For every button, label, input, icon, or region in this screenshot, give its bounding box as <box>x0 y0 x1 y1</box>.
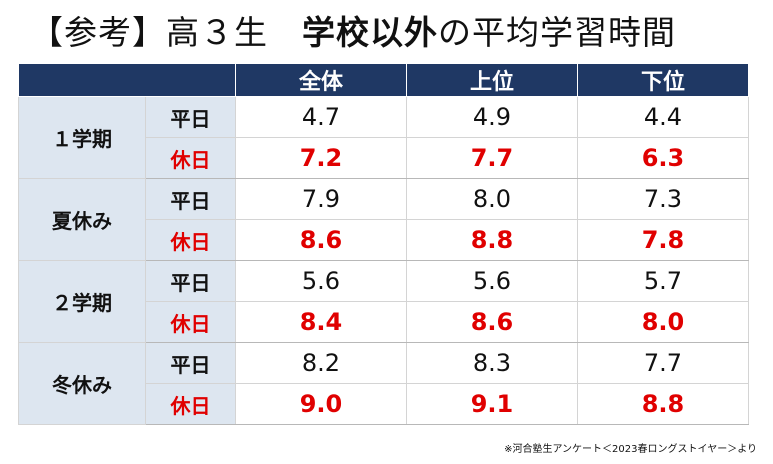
daytype-label: 平日 <box>145 260 236 302</box>
header-row: 全体 上位 下位 <box>18 63 749 97</box>
value-cell: 7.2 <box>235 137 407 179</box>
daytype-label: 休日 <box>145 137 236 179</box>
table-row: 休日 8.4 8.6 8.0 <box>19 301 749 343</box>
table-row: 休日 9.0 9.1 8.8 <box>19 383 749 425</box>
header-corner <box>18 63 236 97</box>
daytype-label: 平日 <box>145 342 236 384</box>
value-cell: 7.8 <box>577 219 749 261</box>
value-cell: 5.6 <box>235 260 407 302</box>
page-title: 【参考】高３生 学校以外 の平均学習時間 <box>30 6 676 54</box>
title-emphasis: 学校以外 <box>302 13 438 52</box>
daytype-label: 休日 <box>145 383 236 425</box>
column-header-all: 全体 <box>235 63 407 97</box>
table-row: １学期 平日 4.7 4.9 4.4 <box>18 96 749 179</box>
value-cell: 5.7 <box>577 260 749 302</box>
title-suffix: の平均学習時間 <box>438 13 676 52</box>
title-prefix: 【参考】高３生 <box>30 13 268 52</box>
value-cell: 7.7 <box>406 137 578 179</box>
value-cell: 8.0 <box>406 178 578 220</box>
daytype-label: 休日 <box>145 219 236 261</box>
value-cell: 8.8 <box>406 219 578 261</box>
value-cell: 4.9 <box>406 96 578 138</box>
value-cell: 8.0 <box>577 301 749 343</box>
daytype-label: 休日 <box>145 301 236 343</box>
value-cell: 9.1 <box>406 383 578 425</box>
period-label: 夏休み <box>18 178 146 261</box>
value-cell: 4.4 <box>577 96 749 138</box>
value-cell: 8.6 <box>235 219 407 261</box>
table-row: 休日 8.6 8.8 7.8 <box>19 219 749 261</box>
table-row: 冬休み 平日 8.2 8.3 7.7 <box>18 342 749 425</box>
value-cell: 7.3 <box>577 178 749 220</box>
daytype-label: 平日 <box>145 96 236 138</box>
table-row: 夏休み 平日 7.9 8.0 7.3 <box>18 178 749 261</box>
value-cell: 8.3 <box>406 342 578 384</box>
study-time-table: 全体 上位 下位 １学期 平日 4.7 4.9 4.4 休日 7.2 7.7 6… <box>18 63 749 425</box>
value-cell: 8.2 <box>235 342 407 384</box>
daytype-label: 平日 <box>145 178 236 220</box>
value-cell: 8.6 <box>406 301 578 343</box>
value-cell: 5.6 <box>406 260 578 302</box>
value-cell: 9.0 <box>235 383 407 425</box>
period-label: ２学期 <box>18 260 146 343</box>
table-row: 休日 7.2 7.7 6.3 <box>19 137 749 179</box>
value-cell: 7.9 <box>235 178 407 220</box>
period-label: １学期 <box>18 96 146 179</box>
value-cell: 7.7 <box>577 342 749 384</box>
value-cell: 4.7 <box>235 96 407 138</box>
value-cell: 8.4 <box>235 301 407 343</box>
column-header-upper: 上位 <box>406 63 578 97</box>
period-label: 冬休み <box>18 342 146 425</box>
column-header-lower: 下位 <box>577 63 749 97</box>
table-row: ２学期 平日 5.6 5.6 5.7 <box>18 260 749 343</box>
value-cell: 8.8 <box>577 383 749 425</box>
value-cell: 6.3 <box>577 137 749 179</box>
source-footnote: ※河合塾生アンケート＜2023春ロングストイヤー＞より <box>504 444 757 455</box>
